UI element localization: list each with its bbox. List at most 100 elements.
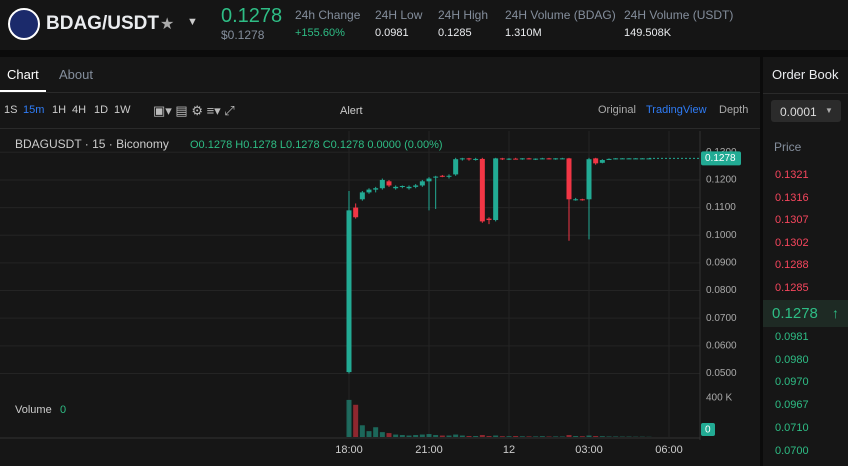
divider <box>0 128 760 129</box>
volume-bar <box>453 434 459 437</box>
candle-body <box>419 181 425 186</box>
candle-body <box>413 185 419 187</box>
candle-body <box>579 199 585 201</box>
last-price: 0.1278 <box>772 305 818 322</box>
candle-body <box>399 186 405 188</box>
stat-value: 149.508K <box>624 27 672 39</box>
interval[interactable]: 4H <box>72 104 87 116</box>
alert[interactable]: Alert <box>340 105 363 117</box>
candle-body <box>553 158 559 160</box>
y-tick-label: 0.0900 <box>706 258 737 269</box>
volume-bar <box>519 436 525 437</box>
bid-price: 0.0970 <box>775 376 809 389</box>
last-price-tag <box>701 151 741 166</box>
candle-body <box>393 186 399 189</box>
y-tick-label: 0.0500 <box>706 368 737 379</box>
volume-bar <box>379 432 385 437</box>
logo <box>8 8 40 40</box>
interval[interactable]: 1W <box>114 104 131 116</box>
dropdown[interactable]: ▼ <box>187 16 198 28</box>
candle-body <box>599 160 605 163</box>
candle-body <box>506 158 512 160</box>
volume-tick-label: 400 K <box>706 393 732 404</box>
volume-bar <box>479 435 485 437</box>
tab[interactable]: Chart <box>7 67 39 82</box>
candle-body <box>526 158 532 160</box>
last-price-label: 0.1278 <box>705 153 736 164</box>
interval[interactable]: 1S <box>4 104 18 116</box>
volume-bar <box>399 435 405 437</box>
volume-bar <box>593 436 599 437</box>
toolbar-icons[interactable]: ▣▾ ▤ ⚙ ≡▾ ⤢ <box>153 103 235 118</box>
price-header: Price <box>774 140 802 154</box>
x-tick-label: 06:00 <box>655 444 683 456</box>
candle-body <box>446 175 452 177</box>
candle-body <box>513 158 519 160</box>
bid-price: 0.0710 <box>775 421 809 434</box>
legend-ohlc: O0.1278 H0.1278 L0.1278 C0.1278 0.0000 (… <box>190 139 443 151</box>
view[interactable]: TradingView <box>646 104 707 116</box>
candle-body <box>639 158 645 160</box>
stat-label: 24h Change <box>295 8 361 22</box>
y-tick-label: 0.1000 <box>706 230 737 241</box>
candle-body <box>539 158 545 160</box>
volume-bar <box>366 431 372 437</box>
bid-price: 0.0981 <box>775 331 809 343</box>
tab[interactable]: About <box>59 67 93 82</box>
volume-bar <box>513 436 519 437</box>
volume-bar <box>426 434 432 437</box>
candle-body <box>613 158 619 160</box>
ask-price: 0.1288 <box>775 259 809 271</box>
candle-body <box>386 181 392 186</box>
volume-bar <box>553 436 559 437</box>
volume-bar <box>419 434 425 437</box>
stat-value: 0.1285 <box>438 27 472 39</box>
volume-bar <box>586 435 592 437</box>
candle-body <box>486 218 492 221</box>
caret: ▼ <box>825 106 833 115</box>
view[interactable]: Depth <box>719 104 749 116</box>
volume-bar <box>406 435 412 437</box>
candle-body <box>346 210 352 373</box>
ask-price: 0.1316 <box>775 191 809 204</box>
volume-bar <box>473 436 479 437</box>
price-usd: $0.1278 <box>221 28 265 42</box>
volume-bar <box>566 435 572 437</box>
volume-bar <box>599 436 605 437</box>
favorite[interactable]: ★ <box>160 16 175 33</box>
last-price-row <box>763 300 848 327</box>
stat-value: 0.0981 <box>375 27 409 39</box>
interval[interactable]: 15m <box>23 104 45 116</box>
volume-bar <box>493 435 499 437</box>
candle-body <box>433 176 439 178</box>
candle-body <box>499 158 505 160</box>
volume-bar <box>346 399 352 437</box>
volume-bar <box>359 425 365 437</box>
volume-bar <box>393 434 399 437</box>
volume-bar <box>533 436 539 437</box>
precision-select[interactable] <box>771 100 841 122</box>
candle-body <box>426 178 432 182</box>
interval[interactable]: 1H <box>52 104 67 116</box>
candle-body <box>606 158 612 160</box>
volume-bar <box>386 433 392 437</box>
volume-tag-label: 0 <box>705 425 711 436</box>
candle-body <box>366 189 372 193</box>
candle-body <box>626 158 632 160</box>
view[interactable]: Original <box>598 104 636 116</box>
candle-body <box>473 158 479 160</box>
candle-body <box>453 159 459 175</box>
stat-label: 24H Volume (USDT) <box>624 8 734 22</box>
stat-value: 1.310M <box>505 27 542 39</box>
interval[interactable]: 1D <box>94 104 109 116</box>
volume-bar <box>466 436 472 437</box>
divider <box>0 92 760 93</box>
volume-bar <box>506 436 512 437</box>
stat-label: 24H Volume (BDAG) <box>505 8 616 22</box>
volume-legend-value: 0 <box>60 404 66 416</box>
volume-tag <box>701 423 715 436</box>
candle-body <box>379 179 385 189</box>
candle-body <box>593 158 599 164</box>
ask-price: 0.1302 <box>775 236 809 249</box>
